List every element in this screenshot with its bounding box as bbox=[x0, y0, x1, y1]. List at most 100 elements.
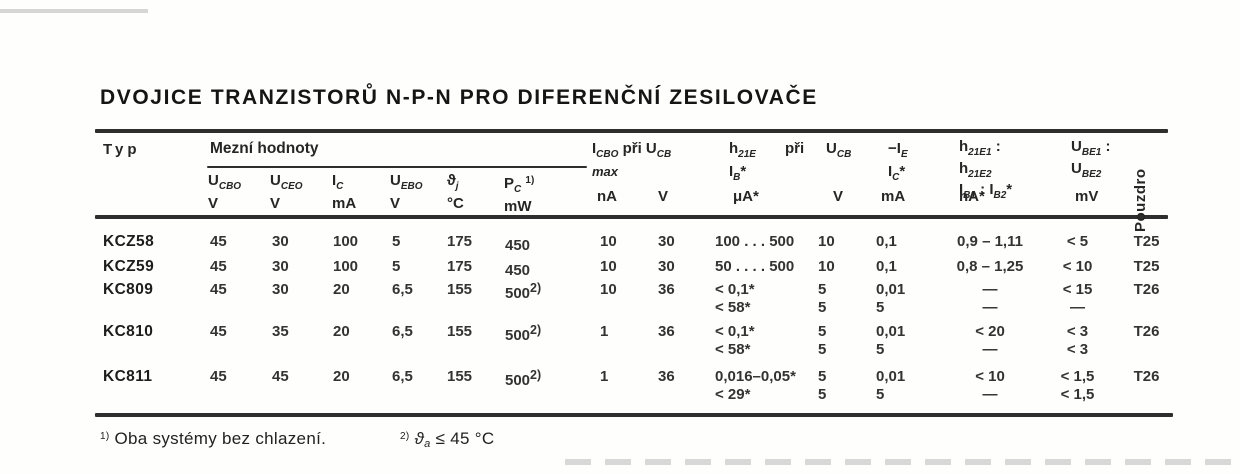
cell-ube: < 15— bbox=[1062, 281, 1093, 316]
table-bottom-rule bbox=[95, 413, 1173, 417]
unit-v-2: V bbox=[833, 188, 844, 205]
cell-ucbo: 45 bbox=[210, 323, 227, 340]
unit-ma: mA bbox=[881, 188, 906, 205]
cell-icbo: 10 bbox=[600, 233, 617, 250]
cell-ie: 0,1 bbox=[876, 233, 897, 250]
column-header-icbo: ICBO při UCB max bbox=[592, 140, 672, 179]
column-header-ie: −IE IC* bbox=[888, 140, 908, 183]
cell-icbo: 10 bbox=[600, 281, 617, 298]
cell-ube: < 3 < 3 bbox=[1066, 323, 1089, 358]
unit-v-1: V bbox=[658, 188, 669, 205]
cell-uebo: 5 bbox=[392, 258, 401, 275]
table-row: KC811 45 45 20 6,5 155 5002) 1 36 0,016–… bbox=[95, 368, 1173, 403]
unit-mv: mV bbox=[1075, 188, 1099, 205]
unit-na: nA bbox=[597, 188, 617, 205]
column-header-h21-ratio: h21E1 : h21E2 IB1 : IB2* bbox=[959, 138, 1013, 201]
column-header-thetaj: ϑj °C bbox=[447, 172, 464, 212]
column-header-typ: Typ bbox=[103, 141, 141, 158]
cell-ie: 0,1 bbox=[876, 258, 897, 275]
cell-h21e: 50 . . . . 500 bbox=[715, 258, 795, 275]
cell-icbo: 10 bbox=[600, 258, 617, 275]
cell-uebo: 6,5 bbox=[392, 323, 413, 340]
pri-label: při bbox=[785, 140, 805, 157]
table-row: KCZ59 45 30 100 5 175 450 10 30 50 . . .… bbox=[95, 258, 1173, 293]
unit-label: V bbox=[208, 195, 219, 212]
cell-ucbo: 45 bbox=[210, 368, 227, 385]
cell-ube: < 5 bbox=[1066, 233, 1089, 250]
cell-thetaj: 155 bbox=[447, 281, 473, 298]
cell-ube: < 1,5 < 1,5 bbox=[1060, 368, 1095, 403]
cell-thetaj: 175 bbox=[447, 233, 473, 250]
cell-uceo: 30 bbox=[272, 258, 289, 275]
cell-ratio: 0,8 – 1,25 bbox=[956, 258, 1024, 275]
cell-ucbo: 45 bbox=[210, 258, 227, 275]
max-label: max bbox=[592, 164, 619, 179]
cell-uebo: 5 bbox=[392, 233, 401, 250]
cell-ube: < 10 bbox=[1062, 258, 1093, 275]
cell-pc: 450 bbox=[505, 237, 531, 254]
cell-uebo: 6,5 bbox=[392, 281, 413, 298]
cell-pc: 5002) bbox=[505, 368, 542, 389]
column-header-pouzdro: Pouzdro bbox=[1132, 168, 1149, 233]
cell-ic: 20 bbox=[333, 368, 350, 385]
cell-h21e: 100 . . . 500 bbox=[715, 233, 795, 250]
cell-ic: 100 bbox=[333, 233, 359, 250]
cell-thetaj: 155 bbox=[447, 323, 473, 340]
column-header-ube: UBE1 : UBE2 bbox=[1071, 138, 1111, 180]
column-header-pc: PC 1) mW bbox=[504, 175, 535, 215]
unit-na-star: nA* bbox=[959, 188, 985, 205]
cell-thetaj: 175 bbox=[447, 258, 473, 275]
cell-pc: 450 bbox=[505, 262, 531, 279]
cell-ratio: < 20— bbox=[975, 323, 1005, 358]
cell-ratio: — — bbox=[982, 281, 998, 316]
cell-ucb1: 36 bbox=[658, 323, 675, 340]
column-header-h21e: h21E IB* bbox=[729, 140, 756, 183]
cell-ratio: 0,9 – 1,11 bbox=[957, 233, 1023, 250]
cell-thetaj: 155 bbox=[447, 368, 473, 385]
footnote-1: 1) Oba systémy bez chlazení. bbox=[100, 429, 327, 448]
scan-artifact-top bbox=[0, 9, 148, 13]
cell-uceo: 45 bbox=[272, 368, 289, 385]
cell-ucb2: 10 bbox=[818, 258, 835, 275]
footnote-2: 2) ϑa ≤ 45 °C bbox=[400, 429, 495, 450]
cell-typ: KC809 bbox=[103, 281, 154, 298]
cell-pc: 5002) bbox=[505, 323, 542, 344]
table-row: KCZ58 45 30 100 5 175 450 10 30 100 . . … bbox=[95, 233, 1173, 268]
unit-ua: μA* bbox=[733, 188, 759, 205]
cell-ucb2: 10 bbox=[818, 233, 835, 250]
cell-ucb1: 36 bbox=[658, 368, 675, 385]
cell-ucb1: 36 bbox=[658, 281, 675, 298]
cell-ucb1: 30 bbox=[658, 233, 675, 250]
table-row: KC809 45 30 20 6,5 155 5002) 10 36 < 0,1… bbox=[95, 281, 1173, 316]
column-group-mezni-hodnoty: Mezní hodnoty bbox=[210, 140, 319, 157]
cell-uceo: 30 bbox=[272, 233, 289, 250]
cell-typ: KCZ59 bbox=[103, 258, 155, 275]
cell-ie: 0,01 5 bbox=[876, 281, 906, 316]
cell-typ: KC811 bbox=[103, 368, 153, 385]
column-header-ucbo: UCBO V bbox=[208, 172, 242, 212]
column-header-uebo: UEBO V bbox=[390, 172, 423, 212]
cell-uceo: 30 bbox=[272, 281, 289, 298]
cell-ic: 20 bbox=[333, 323, 350, 340]
cell-uebo: 6,5 bbox=[392, 368, 413, 385]
cell-h21e: 0,016–0,05* < 29* bbox=[715, 368, 796, 403]
cell-ucbo: 45 bbox=[210, 281, 227, 298]
cell-pouzdro: T25 bbox=[1133, 258, 1160, 275]
cell-ic: 20 bbox=[333, 281, 350, 298]
cell-ie: 0,01 5 bbox=[876, 368, 906, 403]
cell-icbo: 1 bbox=[600, 323, 609, 340]
cell-typ: KC810 bbox=[103, 323, 154, 340]
cell-pouzdro: T25 bbox=[1133, 233, 1160, 250]
cell-ic: 100 bbox=[333, 258, 359, 275]
page-title: DVOJICE TRANZISTORŮ N-P-N PRO DIFERENČNÍ… bbox=[100, 86, 818, 109]
column-header-ic: IC mA bbox=[332, 172, 357, 212]
cell-h21e: < 0,1* < 58* bbox=[715, 323, 755, 358]
unit-label: V bbox=[390, 195, 401, 212]
unit-label: °C bbox=[447, 195, 464, 212]
cell-icbo: 1 bbox=[600, 368, 609, 385]
scan-artifact-bottom bbox=[565, 459, 1237, 465]
